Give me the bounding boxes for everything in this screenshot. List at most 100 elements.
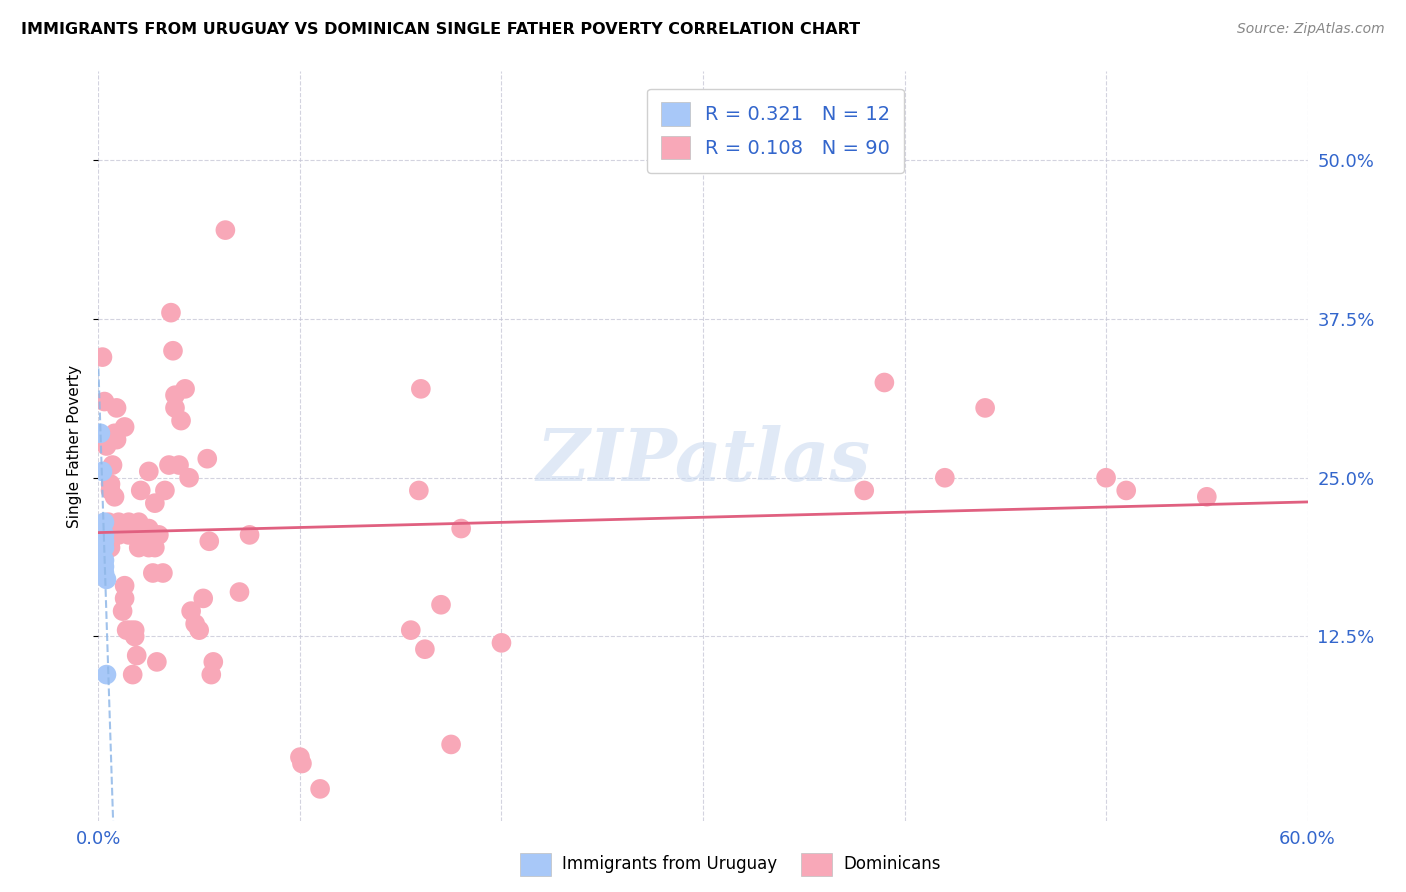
Point bbox=[138, 464, 160, 478]
Point bbox=[96, 439, 118, 453]
Point bbox=[430, 598, 453, 612]
Point bbox=[288, 750, 311, 764]
Point bbox=[408, 483, 430, 498]
Point bbox=[180, 604, 202, 618]
Point bbox=[228, 585, 250, 599]
Point bbox=[118, 515, 141, 529]
Point bbox=[128, 541, 150, 555]
Point bbox=[93, 515, 115, 529]
Point bbox=[103, 490, 125, 504]
Point bbox=[143, 496, 166, 510]
Point bbox=[105, 433, 128, 447]
Point bbox=[309, 781, 332, 796]
Y-axis label: Single Father Poverty: Single Father Poverty bbox=[67, 365, 83, 527]
Point bbox=[93, 394, 115, 409]
Point bbox=[167, 458, 190, 472]
Point bbox=[179, 471, 201, 485]
Point bbox=[91, 350, 114, 364]
Point bbox=[146, 655, 169, 669]
Point bbox=[142, 566, 165, 580]
Point bbox=[111, 604, 134, 618]
Point bbox=[128, 522, 150, 536]
Point bbox=[134, 534, 156, 549]
Point bbox=[170, 414, 193, 428]
Point bbox=[160, 306, 183, 320]
Point bbox=[399, 623, 422, 637]
Point bbox=[214, 223, 236, 237]
Point bbox=[132, 528, 155, 542]
Point bbox=[440, 738, 463, 752]
Point bbox=[200, 667, 222, 681]
Point bbox=[121, 667, 143, 681]
Point bbox=[195, 451, 218, 466]
Point bbox=[409, 382, 432, 396]
Point bbox=[163, 388, 186, 402]
Text: ZIPatlas: ZIPatlas bbox=[536, 425, 870, 497]
Point bbox=[413, 642, 436, 657]
Point bbox=[974, 401, 997, 415]
Point bbox=[129, 483, 152, 498]
Point bbox=[93, 541, 115, 555]
Point bbox=[96, 572, 118, 586]
Point bbox=[138, 541, 160, 555]
Point bbox=[97, 541, 120, 555]
Text: Immigrants from Uruguay: Immigrants from Uruguay bbox=[562, 855, 778, 873]
Point bbox=[114, 591, 136, 606]
Point bbox=[193, 591, 215, 606]
Point bbox=[115, 623, 138, 637]
Point bbox=[96, 667, 118, 681]
Point bbox=[450, 522, 472, 536]
Point bbox=[125, 648, 148, 663]
Text: Dominicans: Dominicans bbox=[844, 855, 941, 873]
Point bbox=[162, 343, 184, 358]
Point bbox=[118, 528, 141, 542]
Point bbox=[91, 522, 114, 536]
Legend: R = 0.321   N = 12, R = 0.108   N = 90: R = 0.321 N = 12, R = 0.108 N = 90 bbox=[647, 88, 904, 173]
Point bbox=[202, 655, 225, 669]
Point bbox=[853, 483, 876, 498]
Point bbox=[114, 420, 136, 434]
Point bbox=[873, 376, 896, 390]
Point bbox=[100, 483, 122, 498]
Point bbox=[1115, 483, 1137, 498]
Text: Source: ZipAtlas.com: Source: ZipAtlas.com bbox=[1237, 22, 1385, 37]
Point bbox=[152, 566, 174, 580]
Point bbox=[96, 528, 118, 542]
Point bbox=[157, 458, 180, 472]
Point bbox=[174, 382, 197, 396]
Text: IMMIGRANTS FROM URUGUAY VS DOMINICAN SINGLE FATHER POVERTY CORRELATION CHART: IMMIGRANTS FROM URUGUAY VS DOMINICAN SIN… bbox=[21, 22, 860, 37]
Point bbox=[100, 477, 122, 491]
Point bbox=[93, 528, 115, 542]
Point bbox=[103, 426, 125, 441]
Point bbox=[491, 636, 513, 650]
Point bbox=[114, 579, 136, 593]
Point bbox=[148, 528, 170, 542]
Point bbox=[143, 541, 166, 555]
Point bbox=[105, 401, 128, 415]
Point bbox=[100, 541, 122, 555]
Point bbox=[101, 433, 124, 447]
Point bbox=[107, 528, 129, 542]
Point bbox=[153, 483, 176, 498]
Point bbox=[120, 623, 142, 637]
Point bbox=[100, 522, 122, 536]
Point bbox=[188, 623, 211, 637]
Point bbox=[124, 623, 146, 637]
Point bbox=[107, 515, 129, 529]
Point bbox=[1195, 490, 1218, 504]
Point bbox=[97, 534, 120, 549]
Point bbox=[934, 471, 956, 485]
Point bbox=[89, 426, 111, 441]
Point bbox=[184, 616, 207, 631]
Point bbox=[129, 528, 152, 542]
Point bbox=[93, 566, 115, 580]
Point bbox=[1095, 471, 1118, 485]
Point bbox=[163, 401, 186, 415]
Point bbox=[91, 464, 114, 478]
Point bbox=[138, 522, 160, 536]
Point bbox=[97, 515, 120, 529]
Point bbox=[111, 522, 134, 536]
Point bbox=[239, 528, 262, 542]
Point bbox=[291, 756, 314, 771]
Point bbox=[93, 534, 115, 549]
